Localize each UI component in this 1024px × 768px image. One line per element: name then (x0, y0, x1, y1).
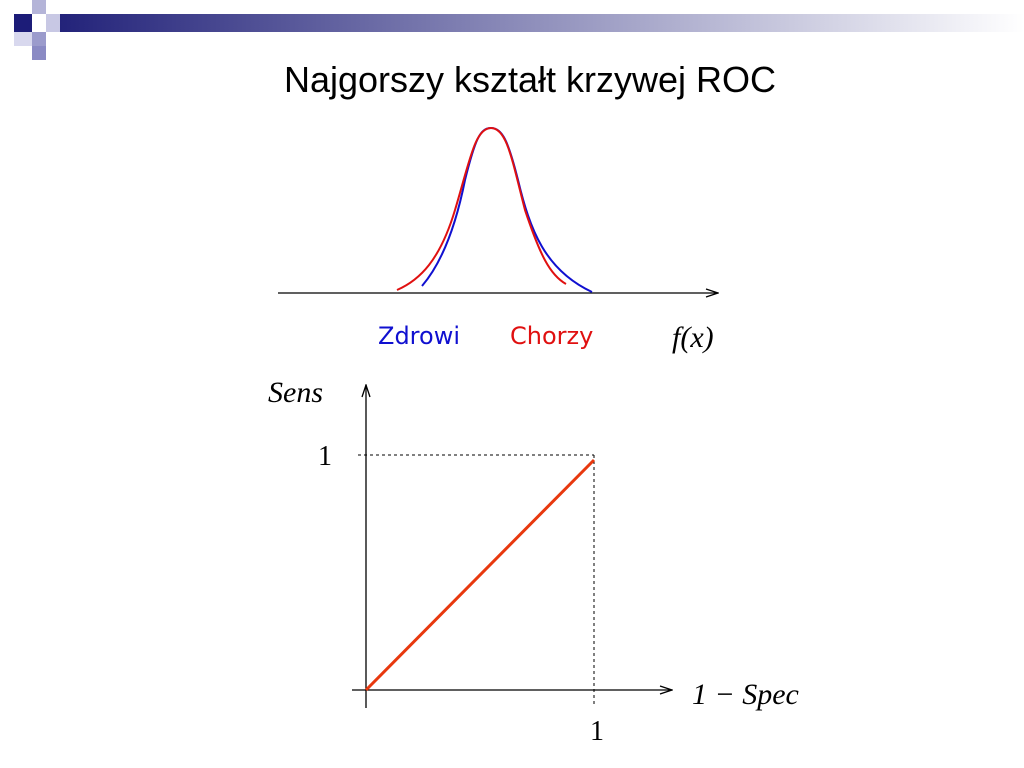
roc-x-tick-label: 1 (590, 716, 604, 747)
header-decoration (14, 0, 1024, 60)
healthy-curve (421, 126, 593, 293)
roc-y-label: Sens (268, 376, 323, 409)
roc-line (364, 458, 596, 692)
sick-label: Chorzy (510, 322, 593, 350)
healthy-label: Zdrowi (378, 322, 460, 350)
sick-curve (396, 126, 567, 291)
slide-title: Najgorszy kształt krzywej ROC (284, 59, 776, 100)
roc-y-tick-label: 1 (318, 441, 332, 472)
distribution-axis-label: f(x) (672, 321, 714, 354)
roc-x-label: 1 − Spec (692, 678, 799, 711)
